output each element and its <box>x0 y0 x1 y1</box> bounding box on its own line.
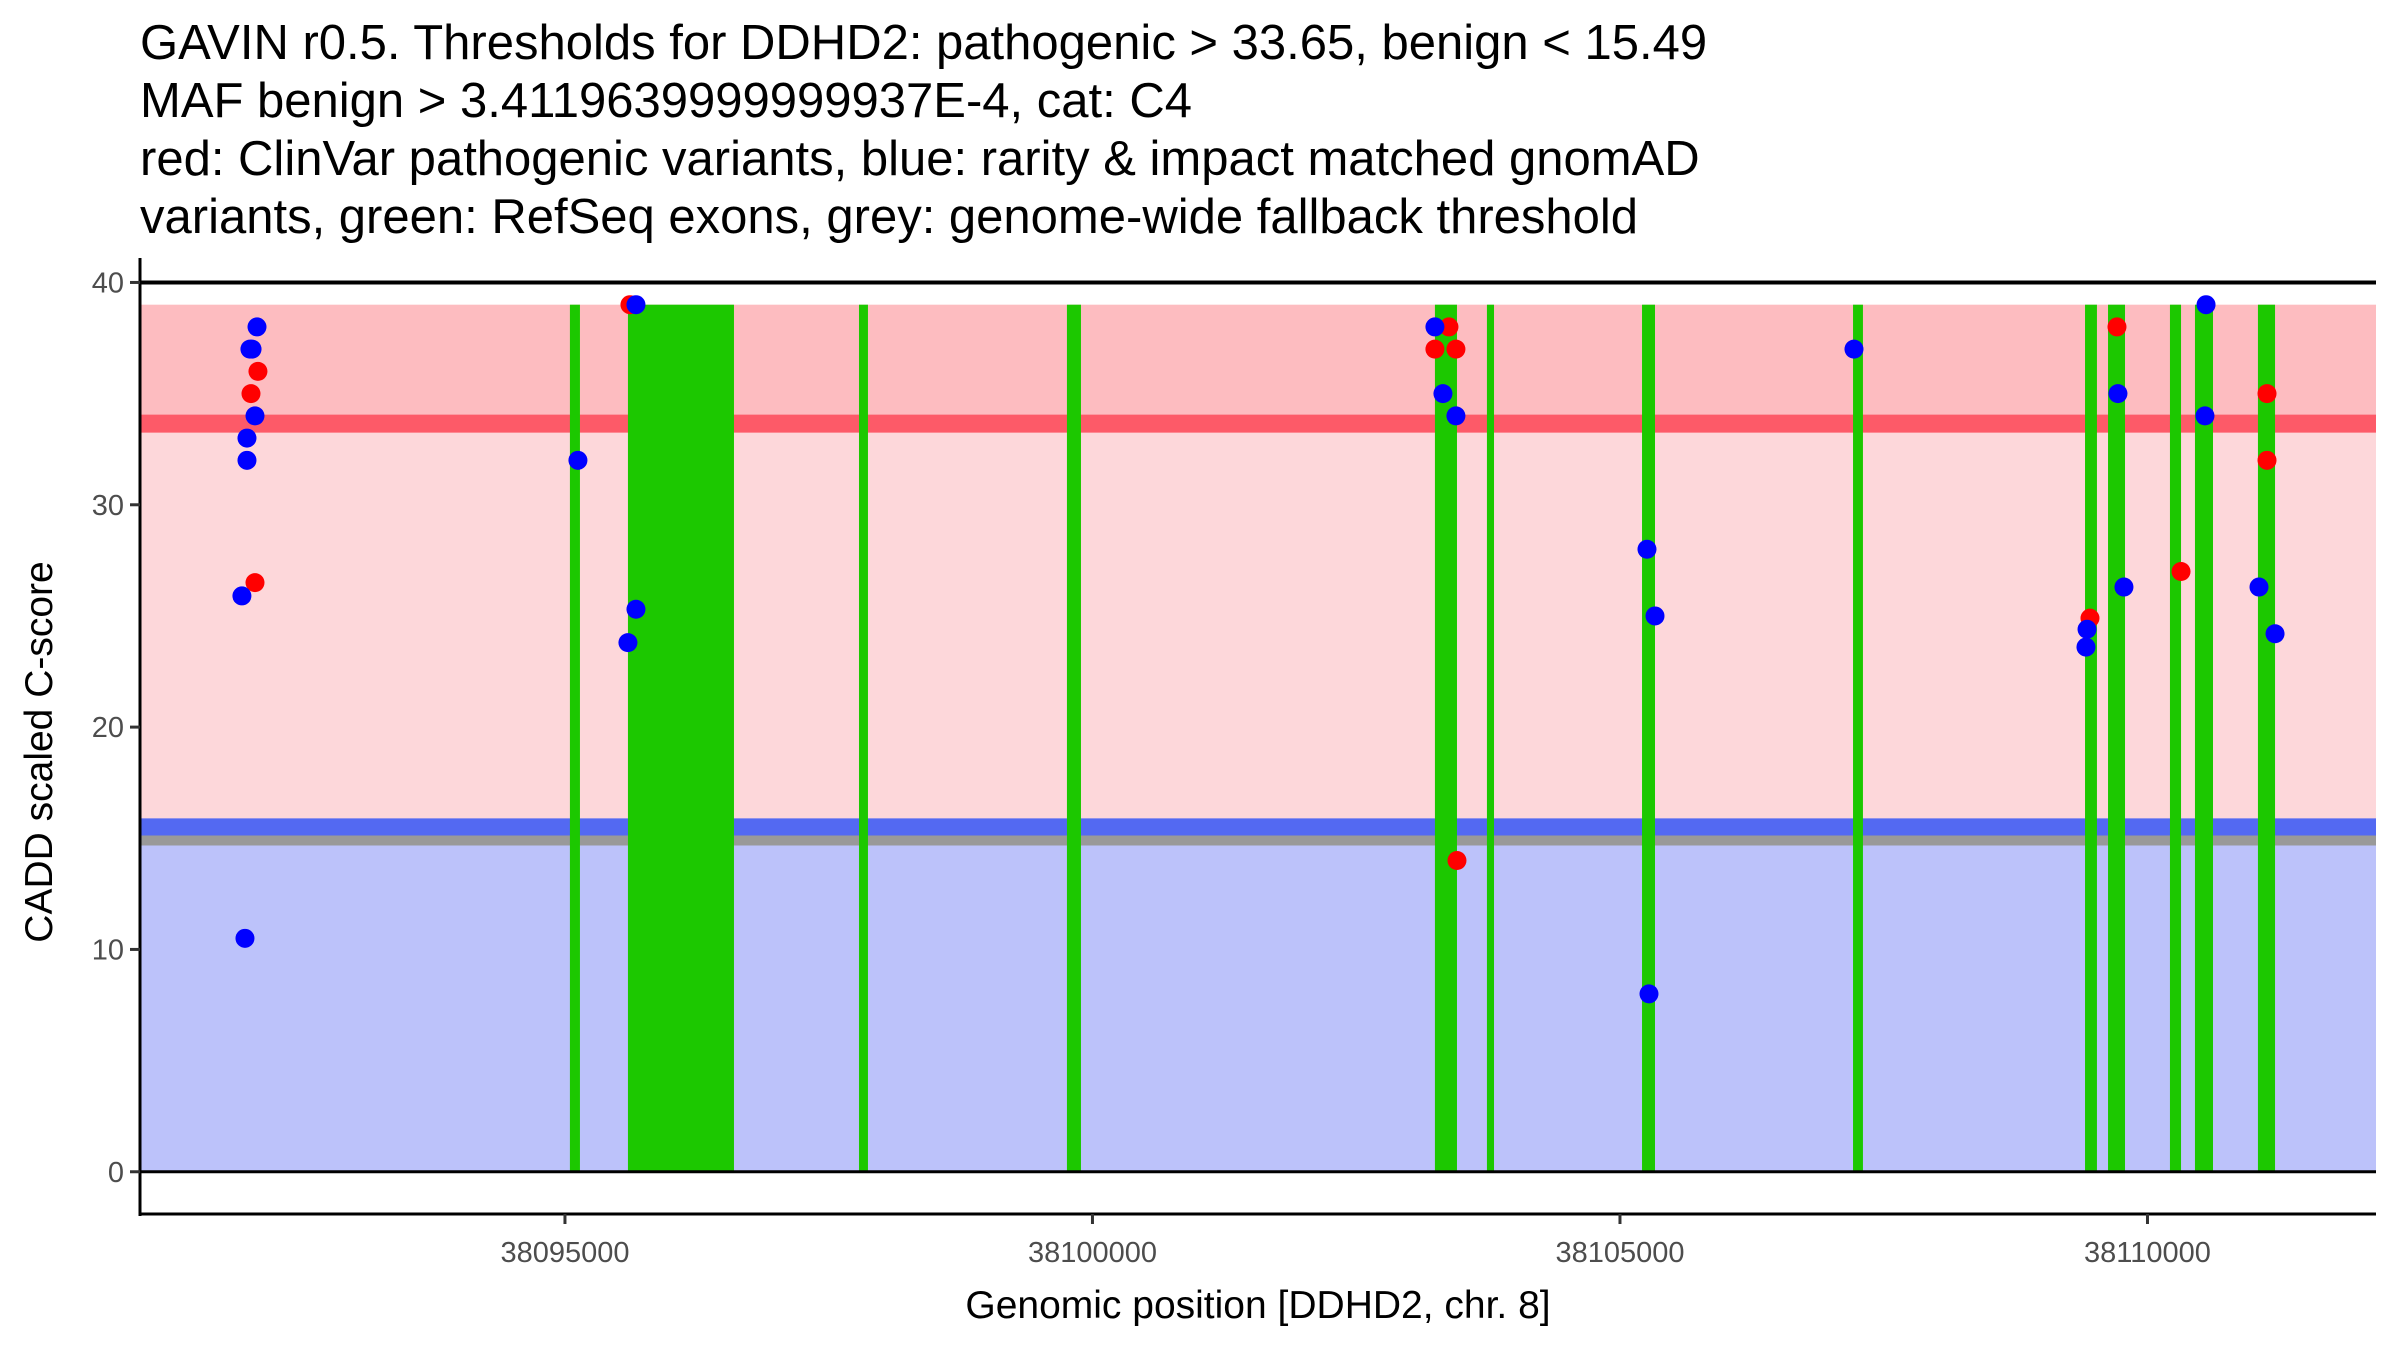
clinvar-point[interactable] <box>248 361 268 381</box>
exon-bar <box>2085 304 2097 1172</box>
y-tick-label: 10 <box>92 934 124 966</box>
exon-bar <box>1642 304 1656 1172</box>
clinvar-point[interactable] <box>241 384 261 404</box>
clinvar-point[interactable] <box>1447 851 1467 871</box>
x-tick-label: 38095000 <box>500 1237 629 1269</box>
clinvar-point[interactable] <box>245 573 265 593</box>
gnomad-point[interactable] <box>568 450 588 470</box>
exon-bar <box>858 304 868 1172</box>
pathogenic-threshold-line <box>140 414 2376 433</box>
exon-bar <box>569 304 580 1172</box>
x-tick-label: 38110000 <box>2084 1237 2211 1269</box>
exon-bar <box>627 304 734 1172</box>
gnomad-point[interactable] <box>618 633 638 653</box>
gnomad-point[interactable] <box>245 406 265 426</box>
gnomad-point[interactable] <box>242 339 262 359</box>
clinvar-point[interactable] <box>2257 450 2277 470</box>
benign-region <box>140 827 2376 1172</box>
exon-layer <box>569 304 2276 1172</box>
gnomad-point[interactable] <box>2077 619 2097 639</box>
gnomad-point[interactable] <box>626 599 646 619</box>
y-tick-label: 20 <box>92 712 124 744</box>
axes: 0 10 20 30 40 38095000 38100000 38105000 3811000… <box>92 258 2376 1269</box>
gnomad-point[interactable] <box>237 450 257 470</box>
exon-bar <box>2257 304 2276 1172</box>
gnomad-point[interactable] <box>1639 984 1659 1004</box>
title-line-2: MAF benign > 3.4119639999999937E-4, cat:… <box>140 74 1192 128</box>
gnomad-point[interactable] <box>1645 606 1665 626</box>
exon-bar <box>1853 304 1863 1172</box>
clinvar-point[interactable] <box>2171 561 2191 581</box>
x-axis-title: Genomic position [DDHD2, chr. 8] <box>965 1284 1550 1327</box>
exon-bar <box>1066 304 1081 1172</box>
gnomad-point[interactable] <box>232 586 252 606</box>
title-line-1: GAVIN r0.5. Thresholds for DDHD2: pathog… <box>140 16 1708 70</box>
gnomad-point[interactable] <box>1425 317 1445 337</box>
gnomad-point[interactable] <box>626 295 646 315</box>
exon-bar <box>1434 304 1457 1172</box>
gnomad-point[interactable] <box>247 317 267 337</box>
gnomad-point[interactable] <box>1844 339 1864 359</box>
gnomad-point[interactable] <box>1637 539 1657 559</box>
clinvar-point[interactable] <box>2257 384 2277 404</box>
gnomad-point[interactable] <box>2195 406 2215 426</box>
title-line-3: red: ClinVar pathogenic variants, blue: … <box>140 132 1700 186</box>
chart-title: GAVIN r0.5. Thresholds for DDHD2: pathog… <box>140 14 1707 246</box>
benign-threshold-line <box>140 818 2376 837</box>
title-line-4: variants, green: RefSeq exons, grey: gen… <box>140 190 1639 244</box>
gnomad-point[interactable] <box>237 428 257 448</box>
fallback-threshold-line <box>140 835 2376 846</box>
x-tick-label: 38105000 <box>1555 1237 1684 1269</box>
exon-bar <box>2169 304 2182 1172</box>
y-tick-label: 0 <box>108 1157 124 1189</box>
gnomad-point[interactable] <box>2108 384 2128 404</box>
y-tick-label: 40 <box>92 267 124 299</box>
threshold-bands <box>140 304 2376 1172</box>
gnomad-point[interactable] <box>2249 577 2269 597</box>
y-axis-title: CADD scaled C-score <box>18 561 61 942</box>
clinvar-point[interactable] <box>1446 339 1466 359</box>
gnomad-point[interactable] <box>2265 624 2285 644</box>
exon-bar <box>2108 304 2126 1172</box>
exon-bar <box>2194 304 2213 1172</box>
clinvar-point[interactable] <box>1439 317 1459 337</box>
gnomad-point[interactable] <box>235 928 255 948</box>
gnomad-point[interactable] <box>2114 577 2134 597</box>
gnomad-point[interactable] <box>2196 295 2216 315</box>
clinvar-point[interactable] <box>2107 317 2127 337</box>
gnomad-point[interactable] <box>2076 637 2096 657</box>
pathogenic-region-lower <box>140 423 2376 828</box>
pathogenic-region-upper <box>140 304 2376 424</box>
gnomad-point[interactable] <box>1433 384 1453 404</box>
x-tick-label: 38100000 <box>1028 1237 1157 1269</box>
points-layer <box>232 295 2285 1004</box>
gnomad-point[interactable] <box>1446 406 1466 426</box>
y-tick-label: 30 <box>92 490 124 522</box>
exon-bar <box>1486 304 1495 1172</box>
clinvar-point[interactable] <box>1425 339 1445 359</box>
